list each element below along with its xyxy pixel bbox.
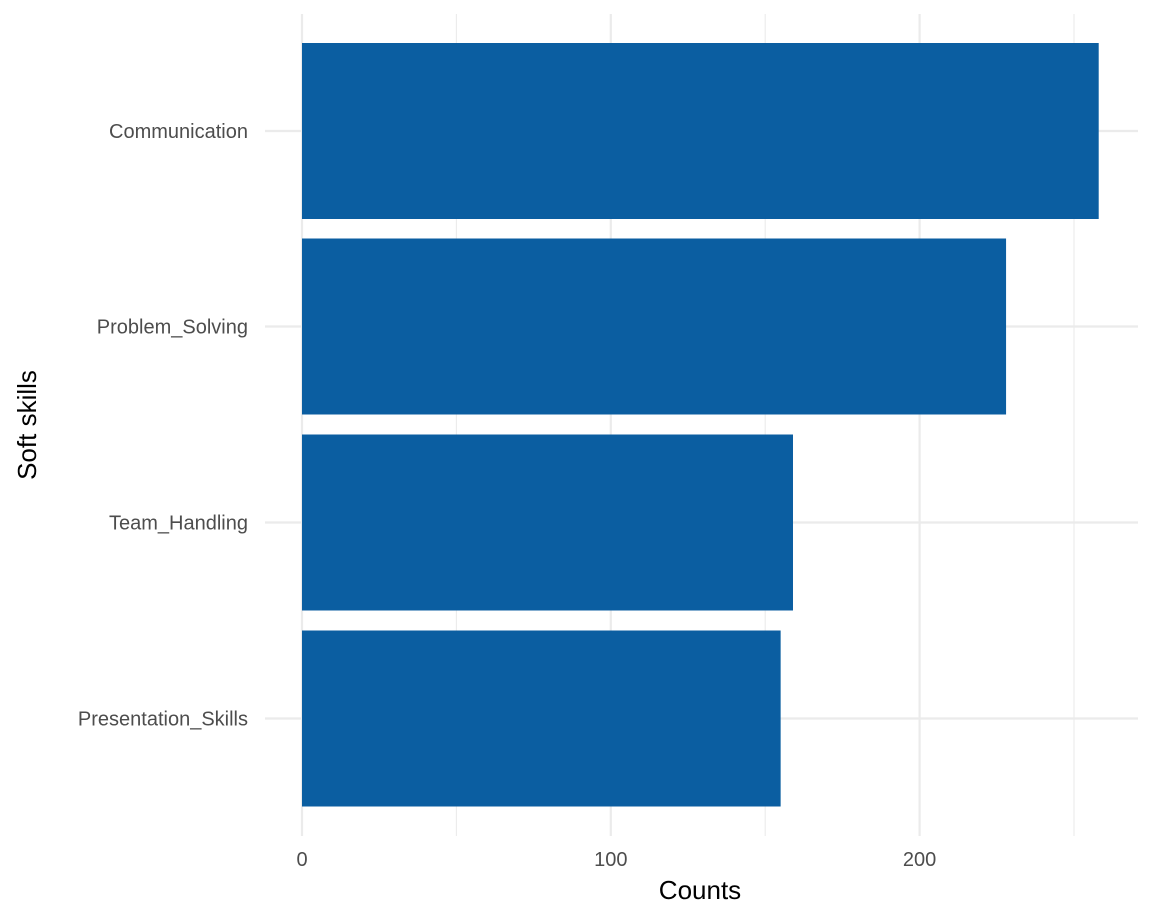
y-tick-labels: Communication Problem_Solving Team_Handlin…: [78, 121, 248, 731]
x-tick-label: 200: [903, 849, 936, 871]
bar-presentation-skills: [302, 630, 781, 807]
x-axis-title: Counts: [659, 875, 741, 905]
bar-communication: [302, 43, 1099, 219]
bars: [302, 43, 1099, 807]
y-tick-label: Team_Handling: [109, 513, 248, 535]
x-tick-label: 100: [594, 849, 627, 871]
bar-team-handling: [302, 434, 793, 611]
y-tick-label: Communication: [109, 121, 248, 143]
y-tick-label: Presentation_Skills: [78, 709, 248, 731]
y-tick-label: Problem_Solving: [97, 317, 248, 339]
y-axis-title: Soft skills: [12, 370, 42, 480]
x-tick-label: 0: [296, 849, 307, 871]
x-tick-labels: 0 100 200: [296, 849, 936, 871]
bar-problem-solving: [302, 238, 1007, 415]
